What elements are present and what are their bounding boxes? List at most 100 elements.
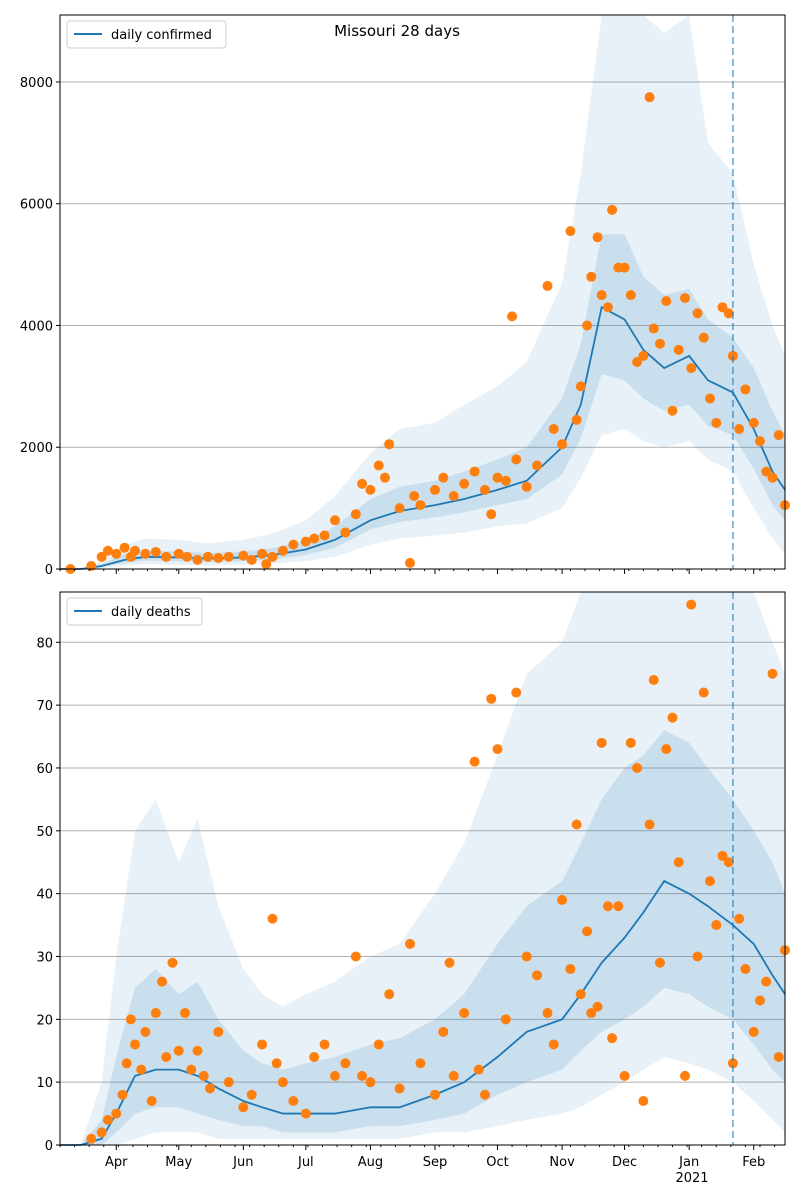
legend-box-top: [66, 20, 227, 49]
y-tick-label: 40: [36, 888, 53, 903]
observed-point: [257, 548, 268, 559]
observed-point: [146, 1096, 157, 1107]
observed-point: [277, 545, 288, 556]
observed-point: [586, 271, 597, 282]
observed-point: [350, 951, 361, 962]
observed-point: [267, 913, 278, 924]
x-ticks-top: [59, 569, 776, 574]
observed-point: [542, 280, 553, 291]
observed-point: [319, 1039, 330, 1050]
observed-point: [380, 472, 390, 483]
observed-point: [692, 951, 703, 962]
observed-point: [619, 262, 630, 273]
y-tick-label: 0: [45, 563, 53, 578]
observed-point: [173, 548, 184, 559]
observed-point: [192, 1045, 203, 1056]
observed-point: [198, 1070, 209, 1081]
observed-point: [140, 548, 151, 559]
observed-point: [119, 542, 130, 553]
observed-point: [748, 1026, 759, 1037]
observed-point: [507, 311, 518, 322]
observed-point: [373, 1039, 384, 1050]
observed-point: [575, 381, 586, 392]
observed-point: [86, 1133, 97, 1144]
x-tick-label: May: [165, 1155, 192, 1170]
observed-point: [117, 1089, 128, 1100]
observed-point: [532, 460, 543, 471]
observed-point: [692, 308, 703, 319]
y-tick-label: 8000: [20, 76, 53, 91]
bands-top: [60, 15, 785, 569]
observed-point: [625, 290, 636, 301]
x-ticks-bottom: Apr May Jun Jul Aug Sep Oct Nov Dec Jan Feb: [59, 1145, 776, 1170]
year-label: 2021: [675, 1171, 708, 1186]
bands-bottom: [60, 592, 785, 1145]
observed-point: [357, 1070, 368, 1081]
y-ticks-top: 0 2000 4000 6000 8000: [20, 76, 60, 578]
observed-point: [223, 551, 234, 562]
observed-point: [223, 1077, 234, 1088]
observed-point: [644, 819, 655, 830]
observed-point: [625, 737, 636, 748]
observed-point: [130, 545, 140, 556]
observed-point: [161, 551, 172, 562]
observed-point: [705, 876, 715, 887]
legend-bottom: daily deaths: [66, 597, 203, 626]
observed-point: [755, 436, 765, 447]
observed-point: [246, 1089, 257, 1100]
observed-point: [415, 500, 426, 511]
observed-point: [486, 509, 497, 520]
observed-point: [500, 1014, 511, 1025]
observed-point: [619, 1070, 630, 1081]
observed-point: [125, 1014, 136, 1025]
y-tick-label: 4000: [20, 319, 53, 334]
x-tick-label: Sep: [423, 1155, 448, 1170]
observed-point: [565, 964, 576, 975]
observed-point: [300, 1108, 311, 1119]
observed-point: [542, 1008, 553, 1019]
observed-point: [548, 423, 559, 434]
observed-point: [607, 204, 618, 215]
model-line-bottom: [60, 879, 786, 1146]
observed-point: [365, 484, 376, 495]
observed-point: [596, 737, 607, 748]
legend-box-bottom: [66, 597, 203, 626]
observed-point: [638, 350, 649, 361]
x-tick-label: Jan: [678, 1155, 699, 1170]
observed-point: [602, 302, 613, 313]
band-inner: [60, 234, 785, 569]
observed-point: [150, 546, 161, 557]
observed-point: [288, 539, 299, 550]
observed-point: [602, 901, 613, 912]
observed-point: [394, 1083, 405, 1094]
observed-point: [723, 857, 734, 868]
x-tick-label: Oct: [486, 1155, 508, 1170]
observed-point: [761, 976, 772, 987]
observed-point: [202, 551, 213, 562]
y-tick-label: 70: [36, 699, 53, 714]
observed-point: [571, 414, 582, 425]
observed-point: [648, 323, 659, 334]
observed-point: [521, 481, 532, 492]
observed-point: [267, 551, 278, 562]
observed-point: [592, 232, 603, 243]
observed-point: [592, 1001, 603, 1012]
observed-point: [767, 668, 778, 679]
observed-point: [723, 308, 734, 319]
observed-point: [632, 357, 643, 368]
observed-point: [727, 1058, 738, 1069]
observed-point: [773, 1052, 784, 1063]
observed-point: [213, 1026, 224, 1037]
observed-point: [430, 484, 440, 495]
observed-point: [644, 92, 655, 103]
observed-point: [500, 475, 511, 486]
observed-point: [480, 484, 490, 495]
plot-area-top: [60, 15, 785, 569]
observed-point: [444, 957, 455, 968]
observed-point: [698, 332, 709, 343]
legend-top: daily confirmed: [66, 20, 227, 49]
band-outer: [60, 592, 785, 1145]
observed-point: [761, 466, 772, 477]
observed-point: [673, 344, 684, 355]
